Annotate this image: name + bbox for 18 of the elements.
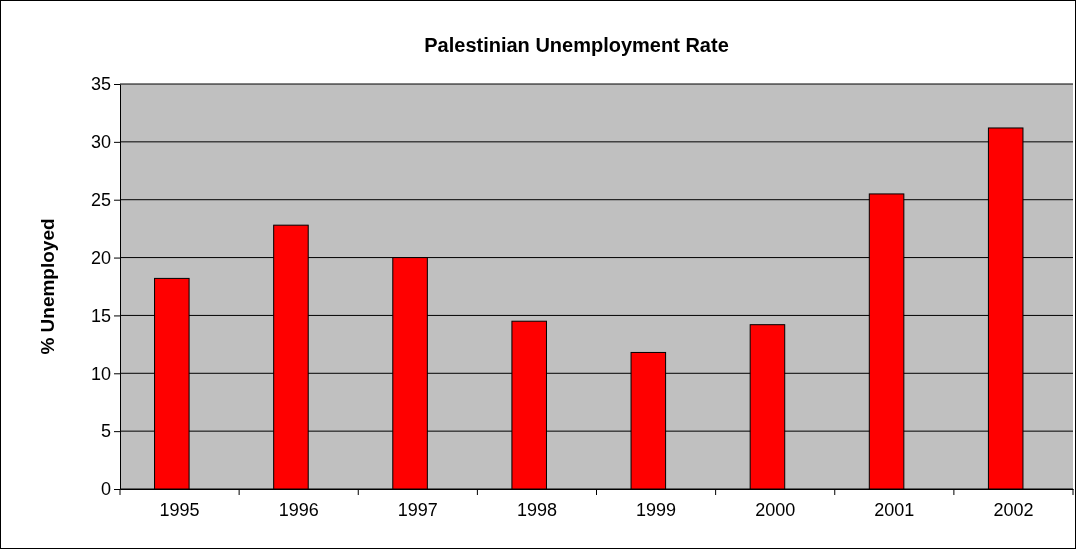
y-tick-label: 25 [90, 189, 111, 210]
x-tick-label: 1997 [397, 499, 438, 520]
y-tick-label: 15 [90, 305, 111, 326]
y-tick-label: 30 [90, 132, 111, 153]
y-tick-label: 20 [90, 247, 111, 268]
y-tick-label: 35 [90, 74, 111, 95]
y-tick-label: 10 [90, 363, 111, 384]
x-tick-label: 1999 [636, 499, 677, 520]
x-tick-label: 2002 [993, 499, 1034, 520]
y-axis-title: % Unemployed [37, 218, 58, 355]
x-tick-label: 1998 [516, 499, 557, 520]
y-tick-label: 5 [100, 421, 111, 442]
y-tick-label: 0 [100, 479, 111, 500]
x-tick-label: 1995 [159, 499, 200, 520]
x-tick-label: 1996 [278, 499, 319, 520]
x-tick-label: 2001 [874, 499, 915, 520]
x-tick-label: 2000 [755, 499, 796, 520]
chart-title: Palestinian Unemployment Rate [424, 34, 729, 56]
